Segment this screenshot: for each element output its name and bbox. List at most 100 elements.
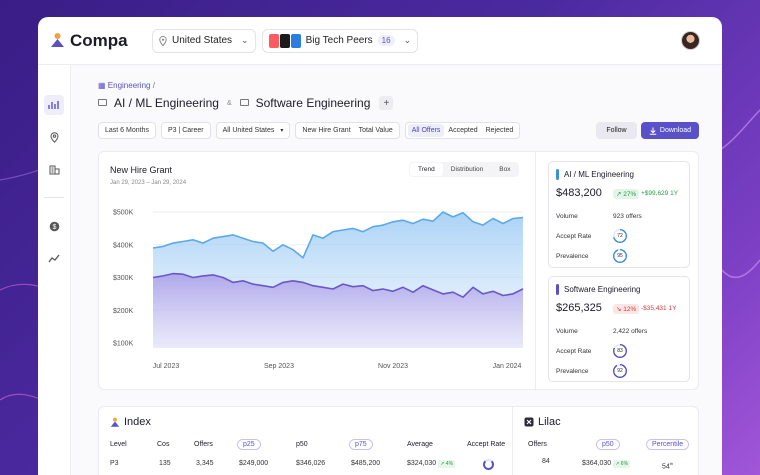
tab-trend[interactable]: Trend xyxy=(410,163,443,176)
stat-value: $265,325 xyxy=(556,302,602,314)
briefcase-icon xyxy=(239,98,249,106)
title-ampersand: & xyxy=(226,99,232,107)
x-tick-label: Nov 2023 xyxy=(378,363,408,370)
prevalence-ring: 92 xyxy=(613,364,627,378)
trend-chart-card: New Hire Grant Jan 29, 2023 – Jan 29, 20… xyxy=(98,151,699,391)
header-accept-rate: Accept Rate xyxy=(467,441,506,448)
download-button-label: Download xyxy=(659,127,692,134)
compa-logo-icon xyxy=(110,417,120,427)
region-filter-label: All United States xyxy=(222,127,275,134)
location-label: United States xyxy=(172,35,233,46)
offer-status-toggle: All Offers Accepted Rejected xyxy=(404,122,521,139)
accept-rate-ring: 72 xyxy=(613,229,627,243)
region-filter[interactable]: All United States ▾ xyxy=(215,122,291,139)
header-lilac-offers: Offers xyxy=(528,441,547,448)
breadcrumb-engineering[interactable]: Engineering xyxy=(107,81,151,90)
app-window: Compa United States ⌄ Big Tech Peers 16 … xyxy=(38,17,722,475)
stat-change-badge: ↘ 12% xyxy=(613,304,640,314)
index-title-text: Index xyxy=(124,416,151,428)
cell-average: $324,030 ↗ 4% xyxy=(407,460,456,468)
stat-card-software-engineering[interactable]: Software Engineering $265,325 ↘ 12% -$35… xyxy=(548,276,690,382)
breadcrumb-separator: / xyxy=(152,81,155,90)
stat-abs-change: -$35,431 1Y xyxy=(641,305,677,312)
prevalence-label: Prevalence xyxy=(556,253,589,260)
brand[interactable]: Compa xyxy=(50,31,142,51)
header-p75[interactable]: p75 xyxy=(349,439,373,450)
page-title: AI / ML Engineering & Software Engineeri… xyxy=(98,96,394,110)
peer-logo-icon xyxy=(290,33,301,48)
download-button[interactable]: Download xyxy=(641,122,699,139)
status-all-offers[interactable]: All Offers xyxy=(407,124,445,137)
volume-value: 923 offers xyxy=(613,213,642,220)
x-tick-label: Sep 2023 xyxy=(264,363,294,370)
trend-line-icon xyxy=(48,254,60,262)
header-lilac-p50[interactable]: p50 xyxy=(596,439,620,450)
lilac-table-title: Lilac xyxy=(524,416,561,428)
lilac-title-text: Lilac xyxy=(538,416,561,428)
x-tick-label: Jul 2023 xyxy=(153,363,180,370)
x-tick-label: Jan 2024 xyxy=(493,363,522,370)
stat-card-ai-ml[interactable]: AI / ML Engineering $483,200 ↗ 27% +$99,… xyxy=(548,161,690,268)
comp-type-total-value[interactable]: Total Value xyxy=(358,127,393,134)
location-pin-icon xyxy=(159,35,167,46)
breadcrumb: ▦ Engineering / xyxy=(98,81,155,90)
peer-company-logos xyxy=(268,33,301,48)
peer-group-selector[interactable]: Big Tech Peers 16 ⌄ xyxy=(261,28,419,53)
series-line-ai-ml[interactable] xyxy=(152,211,524,259)
header-level: Level xyxy=(110,441,127,448)
cell-level: P3 xyxy=(110,460,119,467)
series-line-software-engineering[interactable] xyxy=(152,272,524,298)
add-job-family-button[interactable]: + xyxy=(379,96,394,110)
volume-label: Volume xyxy=(556,328,578,335)
chart-title: New Hire Grant xyxy=(110,165,173,175)
index-table-card: Index Level Cos Offers p25 p50 p75 Avera… xyxy=(98,406,699,475)
job-family-title-2: Software Engineering xyxy=(255,96,371,110)
cell-p50: $346,026 xyxy=(296,460,326,467)
comp-type-new-hire-grant[interactable]: New Hire Grant xyxy=(302,127,351,134)
sidebar: $ xyxy=(38,65,71,475)
cell-lilac-offers: 84 xyxy=(542,458,550,465)
accept-rate-ring: 83 xyxy=(613,344,627,358)
status-rejected[interactable]: Rejected xyxy=(485,127,514,134)
period-filter[interactable]: Last 6 Months xyxy=(98,122,156,139)
sidebar-item-compensation[interactable]: $ xyxy=(44,216,64,236)
header-lilac-percentile[interactable]: Percentile xyxy=(646,439,690,450)
trend-chart: $500K $400K $300K $200K $100K Jul 2023 Sep 202… xyxy=(113,210,524,370)
tab-distribution[interactable]: Distribution xyxy=(450,166,484,173)
y-tick-label: $500K xyxy=(113,210,134,217)
sidebar-item-companies[interactable] xyxy=(44,159,64,179)
chevron-down-icon: ▾ xyxy=(280,128,284,134)
brand-name: Compa xyxy=(70,30,128,50)
cell-lilac-p50: $364,030 ↗ 6% xyxy=(582,460,631,468)
sidebar-item-trends[interactable] xyxy=(44,248,64,268)
percentile-value: 54 xyxy=(662,463,670,471)
location-selector[interactable]: United States ⌄ xyxy=(152,28,256,53)
follow-button[interactable]: Follow xyxy=(596,122,637,139)
header-average: Average xyxy=(407,441,433,448)
cell-average-value: $324,030 xyxy=(407,460,437,467)
cell-offers: 3,345 xyxy=(196,460,214,467)
cell-p25: $249,000 xyxy=(239,460,269,467)
bar-chart-icon xyxy=(48,101,59,109)
change-badge: ↗ 6% xyxy=(613,460,631,468)
y-tick-label: $200K xyxy=(113,308,134,315)
job-family-title-1: AI / ML Engineering xyxy=(114,96,219,110)
top-bar: Compa United States ⌄ Big Tech Peers 16 … xyxy=(38,17,722,65)
chart-date-range: Jan 29, 2023 – Jan 29, 2024 xyxy=(110,180,187,186)
comp-type-toggle: New Hire Grant Total Value xyxy=(295,122,400,139)
chart-view-tabs: Trend Distribution Box xyxy=(409,162,520,177)
cell-lilac-p50-value: $364,030 xyxy=(582,460,612,467)
header-p25[interactable]: p25 xyxy=(237,439,261,450)
cell-p75: $485,200 xyxy=(351,460,381,467)
volume-label: Volume xyxy=(556,213,578,220)
user-avatar[interactable] xyxy=(681,31,700,50)
lilac-logo-icon xyxy=(524,417,534,427)
level-filter[interactable]: P3 | Career xyxy=(160,122,211,139)
period-filter-label: Last 6 Months xyxy=(105,127,149,134)
status-accepted[interactable]: Accepted xyxy=(448,127,478,134)
chart-panel: New Hire Grant Jan 29, 2023 – Jan 29, 20… xyxy=(99,152,536,391)
tab-box[interactable]: Box xyxy=(499,166,511,173)
sidebar-item-locations[interactable] xyxy=(44,127,64,147)
index-table-title: Index xyxy=(110,416,151,428)
sidebar-item-benchmarks[interactable] xyxy=(44,95,64,115)
